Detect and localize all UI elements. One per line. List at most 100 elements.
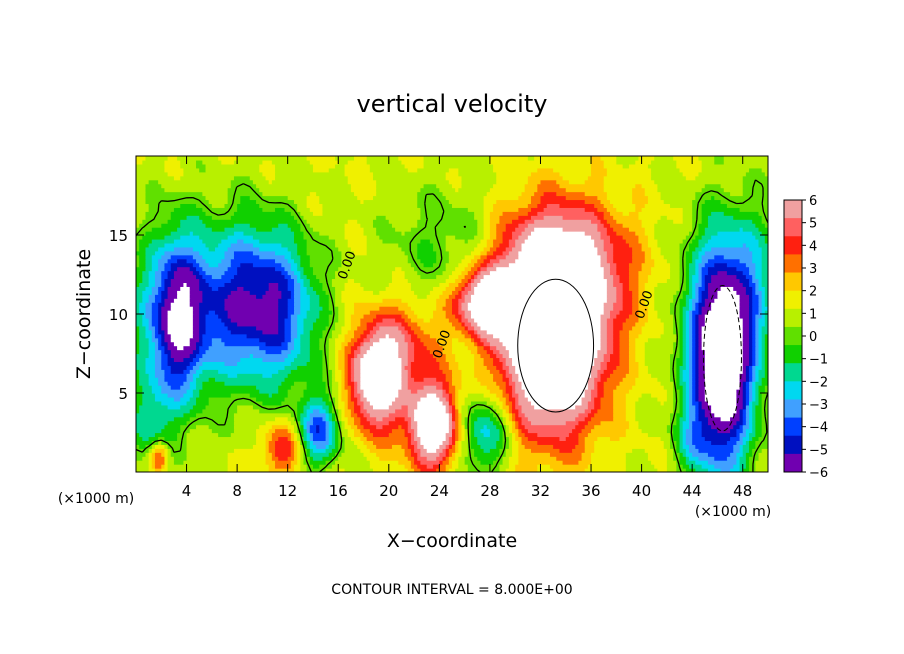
field-cell xyxy=(739,448,744,453)
field-cell xyxy=(493,373,504,378)
field-cell xyxy=(404,317,412,323)
field-cell xyxy=(603,369,614,374)
field-cell xyxy=(452,321,463,327)
field-cell xyxy=(692,321,696,327)
field-cell xyxy=(398,325,406,331)
field-cell xyxy=(180,163,197,169)
field-cell xyxy=(325,448,333,453)
field-cell xyxy=(379,337,396,343)
field-cell xyxy=(752,278,760,283)
field-cell xyxy=(749,270,756,276)
field-cell xyxy=(192,306,200,311)
field-cell xyxy=(275,464,292,469)
field-cell xyxy=(654,302,671,307)
field-cell xyxy=(300,298,311,303)
field-cell xyxy=(290,294,295,299)
field-cell xyxy=(300,302,311,307)
field-cell xyxy=(268,440,276,445)
field-cell xyxy=(271,456,279,461)
field-cell xyxy=(164,262,172,268)
field-cell xyxy=(139,329,147,335)
field-cell xyxy=(752,412,756,418)
field-cell xyxy=(467,345,478,351)
field-cell xyxy=(316,428,320,434)
field-cell xyxy=(591,365,602,370)
field-cell xyxy=(354,408,361,414)
field-cell xyxy=(651,266,671,272)
field-cell xyxy=(335,294,342,299)
field-cell xyxy=(695,349,700,355)
field-cell xyxy=(521,385,589,390)
field-cell xyxy=(335,424,339,430)
field-cell xyxy=(335,286,346,291)
field-cell xyxy=(347,238,368,244)
field-cell xyxy=(158,341,162,347)
field-cell xyxy=(145,314,153,319)
field-cell xyxy=(297,436,301,441)
field-cell xyxy=(676,381,681,386)
field-cell xyxy=(749,385,753,390)
field-cell xyxy=(139,262,147,268)
field-cell xyxy=(148,349,156,355)
field-cell xyxy=(682,294,687,299)
field-cell xyxy=(761,266,768,272)
field-cell xyxy=(682,329,687,335)
field-cell xyxy=(474,408,491,414)
field-cell xyxy=(707,310,741,315)
field-cell xyxy=(142,235,166,240)
field-cell xyxy=(192,404,207,410)
field-cell xyxy=(733,215,763,220)
field-cell xyxy=(606,254,614,260)
field-cell xyxy=(537,187,567,193)
field-cell xyxy=(587,377,595,382)
field-cell xyxy=(199,321,207,327)
field-cell xyxy=(145,183,162,189)
field-cell xyxy=(578,412,589,418)
field-cell xyxy=(373,432,390,438)
field-cell xyxy=(448,389,456,394)
field-cell xyxy=(183,369,191,374)
field-cell xyxy=(199,302,226,307)
field-cell xyxy=(319,408,327,414)
field-cell xyxy=(704,183,722,189)
field-cell xyxy=(183,357,194,362)
field-cell xyxy=(689,448,700,453)
field-cell xyxy=(600,365,608,370)
field-cell xyxy=(376,191,418,197)
field-cell xyxy=(470,282,478,287)
field-cell xyxy=(259,389,279,394)
field-cell xyxy=(350,246,368,252)
field-cell xyxy=(448,424,453,430)
field-cell xyxy=(145,361,156,366)
field-cell xyxy=(606,231,617,236)
field-cell xyxy=(606,191,633,197)
field-cell xyxy=(470,314,602,319)
field-cell xyxy=(287,436,292,441)
field-cell xyxy=(758,337,763,343)
colorbar-label: −2 xyxy=(809,375,828,390)
field-cell xyxy=(145,310,153,315)
field-cell xyxy=(136,282,140,287)
field-cell xyxy=(445,452,450,457)
field-cell xyxy=(739,385,744,390)
field-cell xyxy=(591,369,598,374)
field-cell xyxy=(442,306,453,311)
field-cell xyxy=(284,337,292,343)
field-cell xyxy=(218,314,229,319)
field-cell xyxy=(265,432,273,438)
field-cell xyxy=(316,191,355,197)
field-cell xyxy=(584,207,598,212)
field-cell xyxy=(502,420,507,426)
field-cell xyxy=(136,357,147,362)
field-cell xyxy=(227,187,260,193)
field-cell xyxy=(749,373,753,378)
field-cell xyxy=(749,333,753,339)
field-cell xyxy=(701,333,744,339)
field-cell xyxy=(347,341,355,347)
field-cell xyxy=(764,321,768,327)
field-cell xyxy=(221,238,238,244)
field-cell xyxy=(328,408,333,414)
field-cell xyxy=(470,298,608,303)
field-cell xyxy=(562,215,598,220)
field-cell xyxy=(515,404,523,410)
